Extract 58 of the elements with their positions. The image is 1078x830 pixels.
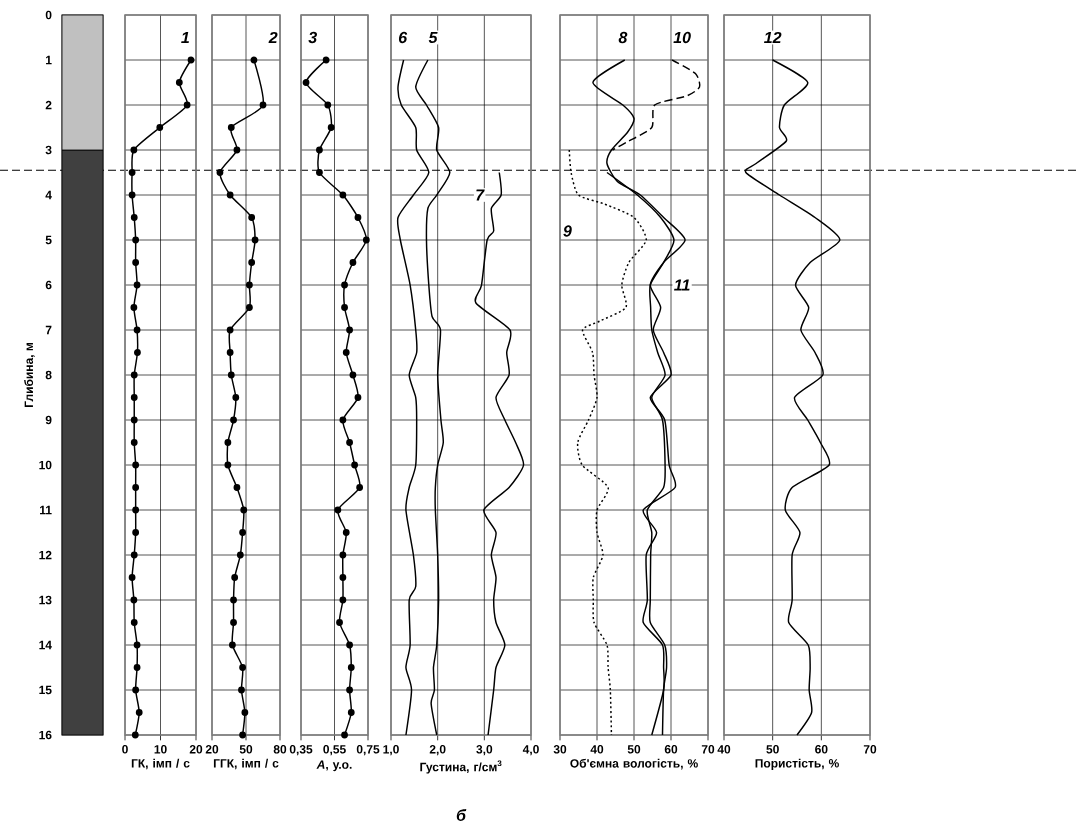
x-tick-label: 0 (122, 745, 128, 754)
y-tick-label: 0 (45, 10, 52, 20)
annotation: 1 (181, 32, 189, 44)
x-tick-label: 40 (590, 745, 604, 754)
y-tick-label: 12 (39, 550, 52, 560)
x-axis-title: Густина, г/см$^{3}$ (420, 760, 502, 774)
x-tick-label: 50 (627, 745, 641, 754)
x-tick-label: 50 (239, 745, 253, 754)
x-tick-label: 10 (154, 745, 167, 754)
annotation: 11 (674, 279, 690, 291)
x-tick-label: 0,55 (323, 745, 346, 756)
y-tick-label: 5 (45, 235, 52, 245)
y-tick-label: 8 (45, 370, 52, 380)
y-tick-label: 7 (45, 325, 52, 335)
x-tick-label: 60 (815, 745, 828, 754)
x-axis-title: ГК, імп / с (131, 758, 190, 770)
annotation: 7 (476, 189, 485, 201)
x-axis-title: ГГК, імп / с (213, 758, 279, 770)
y-tick-label: 6 (45, 280, 52, 290)
y-tick-label: 15 (39, 685, 52, 695)
x-axis-title: Об'ємна вологість, % (570, 758, 698, 770)
x-axis-title: A, у.о. (316, 760, 352, 772)
annotation: 2 (268, 31, 278, 44)
y-tick-label: 1 (46, 55, 52, 65)
y-tick-label: 11 (40, 505, 52, 515)
x-tick-label: 30 (553, 745, 567, 754)
y-tick-label: 10 (39, 460, 52, 470)
x-tick-label: 20 (189, 745, 203, 754)
x-tick-label: 2,0 (429, 745, 446, 756)
annotation: 5 (428, 31, 438, 44)
annotation: 8 (618, 31, 628, 44)
y-tick-label: 2 (45, 100, 52, 110)
x-tick-label: 20 (205, 745, 219, 754)
x-tick-label: 60 (664, 745, 678, 754)
y-tick-label: 9 (45, 415, 52, 425)
x-axis-title: Пористість, % (755, 758, 839, 770)
y-tick-label: 14 (39, 640, 52, 650)
x-tick-label: 70 (863, 745, 877, 754)
y-tick-label: 4 (45, 190, 52, 200)
x-tick-label: 50 (766, 745, 779, 754)
annotation: 12 (764, 31, 782, 44)
annotation: 9 (563, 225, 572, 237)
y-tick-label: 3 (45, 145, 52, 155)
x-tick-label: 70 (701, 745, 715, 754)
x-tick-label: 0,35 (289, 745, 313, 756)
x-tick-label: 0,75 (356, 745, 380, 756)
annotation: 10 (673, 31, 691, 44)
x-tick-label: 1,0 (383, 745, 399, 756)
y-tick-label: 16 (39, 730, 52, 740)
x-tick-label: 80 (273, 745, 287, 754)
x-tick-label: 4,0 (522, 745, 539, 756)
x-tick-label: 40 (717, 745, 731, 754)
annotation: 6 (398, 31, 408, 44)
text: б (456, 809, 467, 821)
y-tick-label: 13 (39, 595, 52, 605)
annotation: 3 (308, 31, 317, 44)
x-tick-label: 3,0 (476, 745, 493, 756)
y-axis-title: Глибина, м (24, 343, 35, 407)
